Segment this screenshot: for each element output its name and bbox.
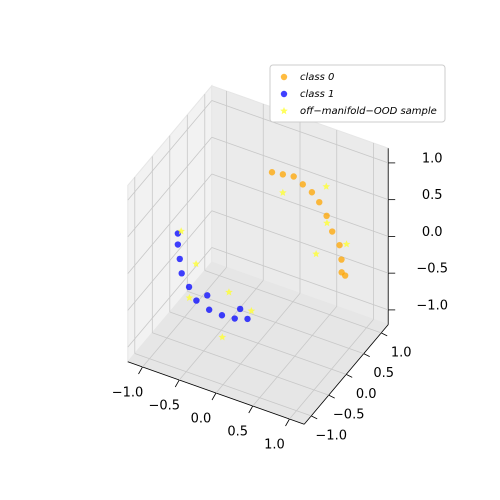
point: [192, 259, 200, 268]
point: [323, 219, 331, 227]
tick-mark: [285, 418, 290, 427]
point: [312, 250, 320, 258]
z-tick-label: 1.0: [422, 151, 443, 166]
point: [193, 297, 200, 304]
legend-marker: [280, 73, 288, 81]
y-tick-label: 0.5: [373, 366, 394, 381]
y-tick-label: 1.0: [391, 345, 412, 360]
tick-mark: [363, 353, 370, 358]
point: [329, 228, 336, 235]
legend-label: class 1: [300, 89, 334, 100]
legend: class 0 class 1 off−manifold−OOD sample: [269, 64, 446, 123]
tick-mark: [381, 332, 388, 337]
grid-line: [169, 311, 347, 375]
point: [323, 212, 330, 220]
point: [205, 306, 213, 313]
point: [185, 293, 194, 302]
legend-label: class 0: [300, 72, 334, 83]
grid-line: [211, 210, 389, 274]
tick-mark: [138, 366, 143, 375]
x-tick-label: 1.0: [264, 438, 285, 453]
point: [279, 171, 287, 178]
z-tick-label: 0.0: [422, 225, 443, 240]
point: [185, 283, 193, 291]
x-tick-label: 0.0: [191, 412, 212, 427]
tick-mark: [248, 405, 254, 414]
point: [338, 256, 345, 263]
point: [218, 333, 227, 341]
point: [225, 288, 233, 296]
point: [268, 169, 276, 176]
grid-line: [204, 270, 382, 334]
legend-label: off−manifold−OOD sample: [300, 106, 437, 117]
point: [338, 269, 345, 276]
z-tick-label: −1.0: [416, 298, 448, 313]
point: [178, 270, 185, 277]
grid-line: [127, 173, 213, 274]
point: [342, 240, 351, 248]
point: [218, 312, 226, 319]
tick-mark: [174, 379, 180, 388]
legend-marker: [280, 107, 288, 115]
point: [308, 189, 316, 196]
z-tick-label: −0.5: [416, 262, 448, 277]
tick-mark: [211, 392, 217, 401]
point: [174, 241, 182, 248]
point: [279, 188, 287, 196]
grid-line: [187, 290, 364, 355]
grid-line: [152, 332, 329, 396]
tick-mark: [328, 394, 335, 399]
tick-mark: [346, 374, 353, 378]
grid-line: [211, 136, 389, 201]
x-tick-label: 0.5: [227, 425, 248, 440]
x-tick-label: −0.5: [148, 399, 180, 414]
legend-box: [269, 64, 446, 123]
point: [244, 315, 251, 323]
point: [290, 173, 297, 180]
x-tick-label: −1.0: [112, 386, 144, 401]
grid-line: [211, 173, 389, 237]
point: [176, 255, 183, 263]
point: [299, 181, 306, 188]
legend-marker: [280, 90, 288, 98]
y-tick-label: 0.0: [356, 387, 377, 402]
z-tick-label: 0.5: [422, 188, 443, 203]
tick-mark: [311, 415, 318, 420]
point: [336, 241, 343, 249]
point: [236, 305, 244, 313]
point: [204, 292, 211, 299]
grid-line: [211, 247, 389, 311]
grid-line: [211, 100, 389, 164]
point: [322, 182, 331, 190]
grid-line: [127, 210, 213, 311]
grid-line: [127, 136, 213, 238]
point: [316, 199, 323, 206]
point: [177, 227, 185, 235]
point: [247, 306, 256, 315]
grid-line: [134, 353, 312, 417]
point: [231, 315, 238, 322]
y-tick-label: −1.0: [315, 428, 347, 443]
y-tick-label: −0.5: [333, 408, 365, 423]
grid-line: [127, 100, 213, 201]
